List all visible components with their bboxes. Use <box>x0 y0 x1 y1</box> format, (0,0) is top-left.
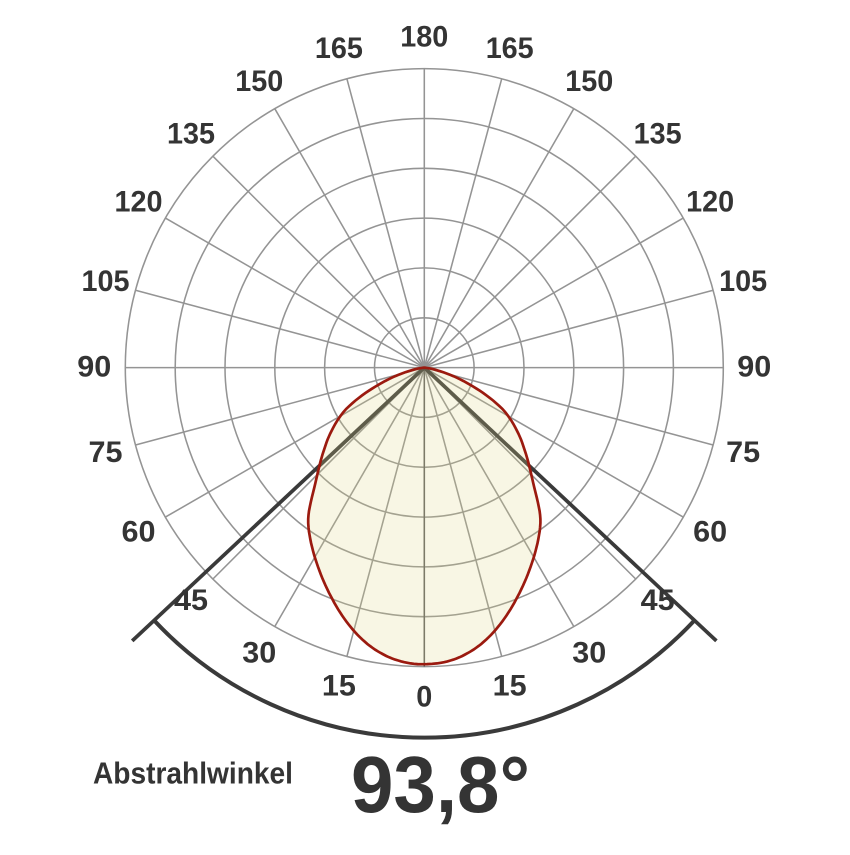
svg-text:75: 75 <box>89 436 123 469</box>
svg-text:105: 105 <box>82 265 130 298</box>
svg-text:60: 60 <box>693 516 727 549</box>
svg-text:90: 90 <box>77 351 111 384</box>
svg-text:180: 180 <box>400 21 448 54</box>
svg-text:15: 15 <box>493 669 527 702</box>
svg-text:90: 90 <box>737 351 771 384</box>
svg-text:120: 120 <box>115 186 163 219</box>
svg-text:150: 150 <box>565 65 613 98</box>
svg-text:0: 0 <box>416 681 432 714</box>
svg-text:30: 30 <box>242 636 276 669</box>
svg-text:165: 165 <box>315 32 363 65</box>
svg-text:60: 60 <box>122 516 156 549</box>
svg-text:45: 45 <box>641 584 675 617</box>
svg-text:93,8°: 93,8° <box>351 740 530 829</box>
svg-text:120: 120 <box>686 186 734 219</box>
svg-text:135: 135 <box>167 117 215 150</box>
svg-text:150: 150 <box>235 65 283 98</box>
svg-text:45: 45 <box>174 584 208 617</box>
svg-text:105: 105 <box>719 265 767 298</box>
svg-text:Abstrahlwinkel: Abstrahlwinkel <box>93 757 293 791</box>
svg-text:135: 135 <box>634 117 682 150</box>
svg-text:30: 30 <box>572 636 606 669</box>
svg-text:75: 75 <box>726 436 760 469</box>
svg-text:165: 165 <box>486 32 534 65</box>
svg-text:15: 15 <box>322 669 356 702</box>
